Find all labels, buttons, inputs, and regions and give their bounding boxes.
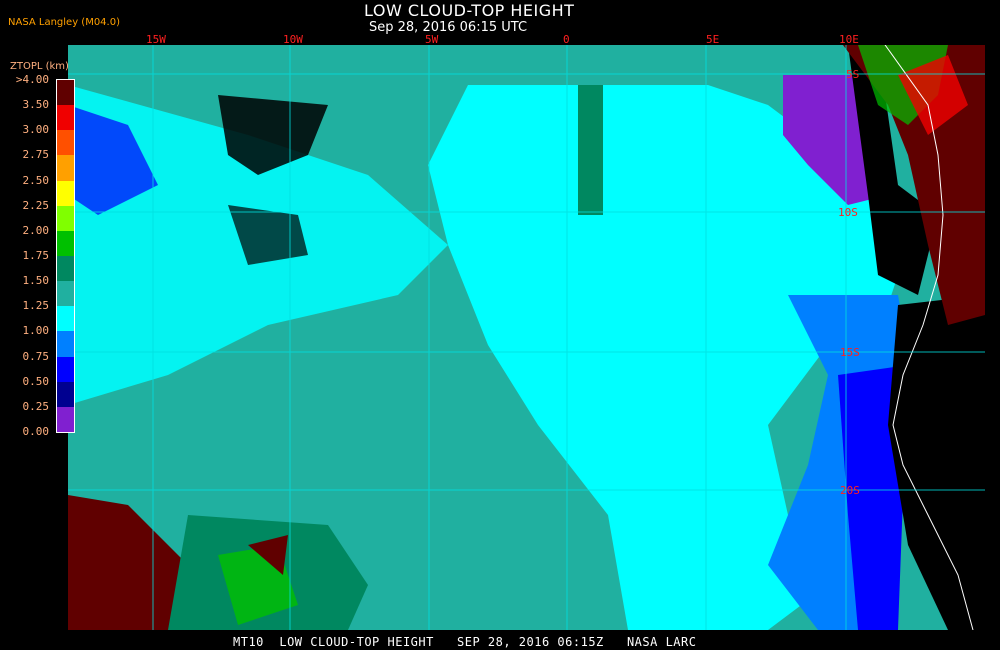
high-cloud-green-strip <box>578 85 603 215</box>
chart-title: LOW CLOUD-TOP HEIGHT <box>364 1 575 20</box>
legend-tick-label: 0.75 <box>22 349 50 363</box>
legend-swatch <box>57 281 74 307</box>
footer-caption: MT10 LOW CLOUD-TOP HEIGHT SEP 28, 2016 0… <box>233 635 697 649</box>
timestamp: Sep 28, 2016 06:15 UTC <box>369 20 528 35</box>
lon-label-10w: 10W <box>283 33 303 46</box>
lat-label-5s: 5S <box>846 68 860 81</box>
legend-swatch <box>57 155 74 181</box>
coastline <box>884 45 974 630</box>
land-south-america <box>68 495 188 630</box>
lon-label-10e: 10E <box>839 33 859 46</box>
lon-label-5e: 5E <box>706 33 720 46</box>
land-africa-red <box>898 55 968 135</box>
legend-tick-label: 2.50 <box>22 173 50 187</box>
lon-label-15w: 15W <box>146 33 166 46</box>
lon-label-0: 0 <box>563 33 570 46</box>
legend-swatch <box>57 105 74 131</box>
legend-swatch <box>57 331 74 357</box>
legend-swatch <box>57 230 74 256</box>
legend-swatch <box>57 80 74 106</box>
color-legend-bar <box>56 79 75 433</box>
legend-swatch <box>57 130 74 156</box>
legend-swatch <box>57 205 74 231</box>
legend-swatch <box>57 381 74 407</box>
clear-sky-black-coast <box>888 295 985 630</box>
legend-swatch <box>57 306 74 332</box>
legend-tick-label: 1.25 <box>22 299 50 313</box>
cloud-region-cyan <box>428 85 908 630</box>
lat-lon-grid <box>68 45 985 630</box>
legend-tick-label: 1.50 <box>22 274 50 288</box>
legend-swatch <box>57 406 74 432</box>
clear-sky-black-1 <box>848 45 938 295</box>
legend-swatch <box>57 356 74 382</box>
legend-tick-label: 2.75 <box>22 148 50 162</box>
high-cloud-south-3 <box>248 535 288 575</box>
legend-tick-label: 2.25 <box>22 198 50 212</box>
legend-tick-label: 3.00 <box>22 123 50 137</box>
lat-label-10s: 10S <box>838 206 858 219</box>
legend-tick-label: >4.00 <box>15 73 49 86</box>
lat-label-15s: 15S <box>840 346 860 359</box>
legend-title: ZTOPL (km) <box>10 61 69 72</box>
legend-tick-label: 0.25 <box>22 399 50 413</box>
clear-patch-3 <box>228 205 308 265</box>
source-label: NASA Langley (M04.0) <box>8 17 120 28</box>
legend-tick-label: 2.00 <box>22 223 50 237</box>
legend-tick-label: 3.50 <box>22 98 50 112</box>
clear-patch-2 <box>68 105 158 215</box>
legend-tick-label: 1.75 <box>22 249 50 262</box>
legend-swatch <box>57 255 74 282</box>
legend-tick-label: 1.00 <box>22 324 50 338</box>
lon-label-5w: 5W <box>425 33 439 46</box>
lat-label-20s: 20S <box>840 484 860 497</box>
legend-tick-label: 0.00 <box>22 425 50 438</box>
legend-swatch <box>57 180 74 206</box>
clear-patch-1 <box>218 95 328 175</box>
legend-tick-label: 0.50 <box>22 374 50 388</box>
cloud-height-map <box>68 45 985 630</box>
